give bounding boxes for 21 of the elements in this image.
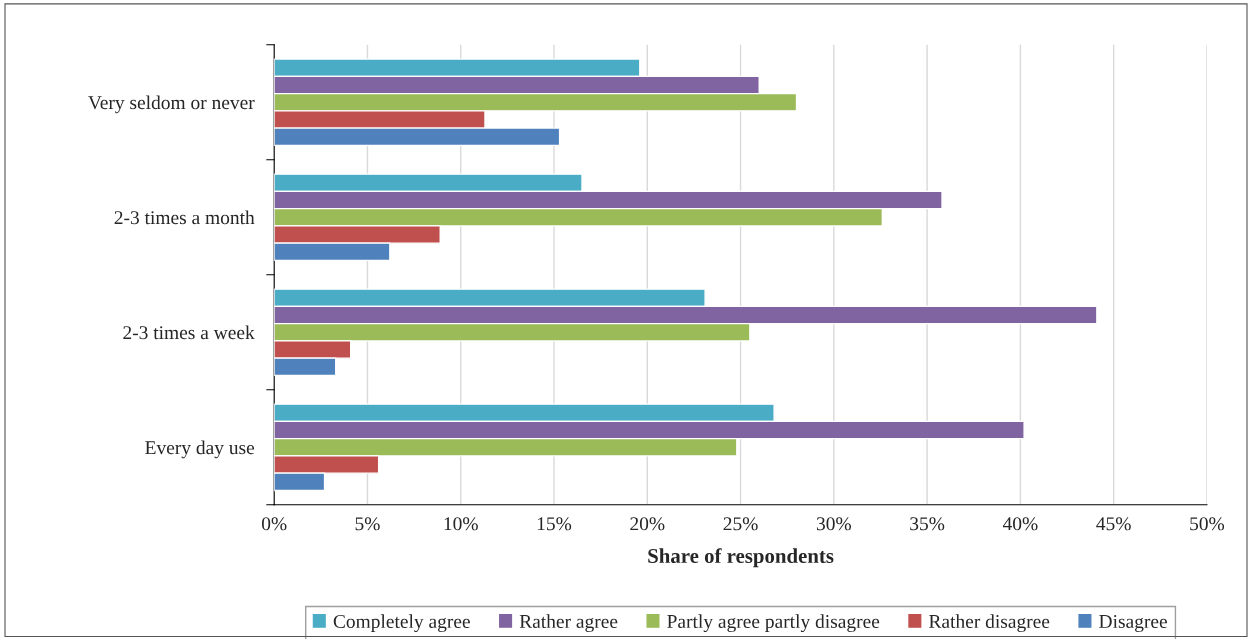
x-tick-label: 25% bbox=[723, 517, 758, 531]
legend-label: Rather agree bbox=[519, 614, 618, 633]
legend-label: Disagree bbox=[1099, 614, 1167, 633]
legend-label: Partly agree partly disagree bbox=[667, 614, 880, 633]
legend-label: Rather disagree bbox=[929, 614, 1050, 633]
x-tick-label: 0% bbox=[261, 517, 287, 531]
y-tick-label: Very seldom or never bbox=[88, 95, 255, 114]
x-tick-label: 50% bbox=[1190, 517, 1225, 531]
y-tick-label: 2-3 times a month bbox=[114, 210, 255, 225]
x-tick-label: 10% bbox=[444, 517, 478, 531]
x-tick-label: 5% bbox=[355, 517, 380, 531]
legend-label: Completely agree bbox=[333, 614, 470, 633]
x-axis-title: Share of respondents bbox=[648, 548, 834, 568]
x-tick-label: 20% bbox=[630, 517, 665, 531]
y-tick-label: 2-3 times a week bbox=[123, 325, 255, 340]
x-tick-label: 40% bbox=[1002, 517, 1038, 531]
x-tick-label: 35% bbox=[910, 517, 945, 531]
y-tick-label: Every day use bbox=[145, 440, 255, 459]
x-tick-label: 45% bbox=[1096, 517, 1131, 531]
x-tick-label: 15% bbox=[537, 517, 572, 531]
x-tick-label: 30% bbox=[816, 517, 851, 531]
